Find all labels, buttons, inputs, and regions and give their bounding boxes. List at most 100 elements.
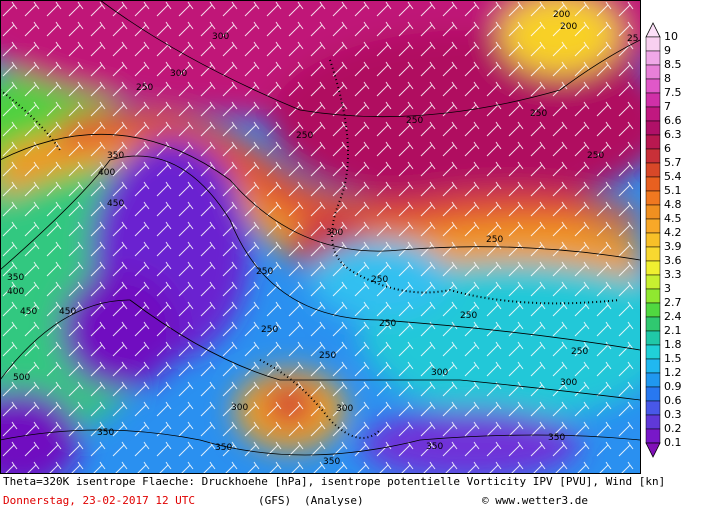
contour-label: 450 xyxy=(107,199,124,209)
legend-swatch xyxy=(645,428,661,444)
contour-label: 200 xyxy=(560,22,577,32)
contour-label: 250 xyxy=(406,116,423,126)
legend-swatch xyxy=(645,232,661,248)
legend-swatch xyxy=(645,190,661,206)
legend-swatch xyxy=(645,288,661,304)
legend-label: 2.1 xyxy=(664,324,682,337)
contour-label: 200 xyxy=(553,10,570,20)
contour-label: 300 xyxy=(170,69,187,79)
contour-label: 250 xyxy=(530,109,547,119)
legend-label: 6 xyxy=(664,142,671,155)
legend-label: 7 xyxy=(664,100,671,113)
legend-swatch xyxy=(645,36,661,52)
contour-label: 350 xyxy=(548,433,565,443)
contour-label: 350 xyxy=(97,428,114,438)
contour-label: 400 xyxy=(7,287,24,297)
footer-run: (Analyse) xyxy=(304,494,364,507)
contour-label: 350 xyxy=(426,442,443,452)
legend-swatch xyxy=(645,176,661,192)
legend-label: 6.6 xyxy=(664,114,682,127)
legend-label: 1.2 xyxy=(664,366,682,379)
contour-label: 250 xyxy=(136,83,153,93)
legend-swatch xyxy=(645,316,661,332)
legend-swatch xyxy=(645,386,661,402)
legend-swatch xyxy=(645,400,661,416)
legend-swatch xyxy=(645,260,661,276)
contour-label: 500 xyxy=(13,373,30,383)
legend-swatch xyxy=(645,120,661,136)
contour-label: 250 xyxy=(261,325,278,335)
legend-label: 10 xyxy=(664,30,678,43)
legend: 1098.587.576.66.365.75.45.14.84.54.23.93… xyxy=(645,22,682,458)
legend-label: 8.5 xyxy=(664,58,682,71)
coastlines xyxy=(0,59,621,439)
legend-label: 0.9 xyxy=(664,380,682,393)
contour-label: 300 xyxy=(326,228,343,238)
contour-label: 300 xyxy=(336,404,353,414)
contours xyxy=(0,0,640,456)
footer-copyright: © www.wetter3.de xyxy=(482,494,588,507)
contour-label: 300 xyxy=(231,403,248,413)
legend-swatch xyxy=(645,372,661,388)
contour-label: 250 xyxy=(571,347,588,357)
contour-label: 300 xyxy=(212,32,229,42)
legend-label: 3 xyxy=(664,282,671,295)
footer-date: Donnerstag, 23-02-2017 12 UTC xyxy=(3,494,195,507)
contour-label: 250 xyxy=(256,267,273,277)
legend-label: 3.9 xyxy=(664,240,682,253)
legend-label: 4.8 xyxy=(664,198,682,211)
contour-label: 300 xyxy=(431,368,448,378)
legend-label: 0.6 xyxy=(664,394,682,407)
footer-description: Theta=320K isentrope Flaeche: Druckhoehe… xyxy=(3,475,665,488)
legend-top-arrow xyxy=(645,22,661,38)
legend-label: 5.7 xyxy=(664,156,682,169)
legend-swatch xyxy=(645,148,661,164)
legend-swatch xyxy=(645,106,661,122)
legend-bottom-arrow xyxy=(645,442,661,458)
legend-label: 2.7 xyxy=(664,296,682,309)
contour-label: 250 xyxy=(371,275,388,285)
contour-label: 350 xyxy=(7,273,24,283)
legend-label: 5.1 xyxy=(664,184,682,197)
legend-label: 5.4 xyxy=(664,170,682,183)
map-frame xyxy=(0,0,641,474)
legend-label: 2.4 xyxy=(664,310,682,323)
legend-label: 9 xyxy=(664,44,671,57)
legend-label: 3.6 xyxy=(664,254,682,267)
legend-swatch xyxy=(645,92,661,108)
legend-label: 7.5 xyxy=(664,86,682,99)
legend-swatch xyxy=(645,218,661,234)
legend-swatch xyxy=(645,358,661,374)
legend-label: 4.2 xyxy=(664,226,682,239)
legend-label: 6.3 xyxy=(664,128,682,141)
contour-label: 250 xyxy=(296,131,313,141)
legend-label: 4.5 xyxy=(664,212,682,225)
legend-swatch xyxy=(645,246,661,262)
legend-swatch xyxy=(645,274,661,290)
contour-label: 350 xyxy=(323,457,340,467)
legend-label: 8 xyxy=(664,72,671,85)
legend-swatch xyxy=(645,414,661,430)
contour-label: 400 xyxy=(98,168,115,178)
legend-label: 1.5 xyxy=(664,352,682,365)
legend-swatch xyxy=(645,204,661,220)
contour-label: 250 xyxy=(460,311,477,321)
footer-model: (GFS) xyxy=(258,494,291,507)
legend-swatch xyxy=(645,162,661,178)
legend-label: 3.3 xyxy=(664,268,682,281)
legend-swatch xyxy=(645,50,661,66)
legend-swatch xyxy=(645,330,661,346)
contour-label: 250 xyxy=(319,351,336,361)
contour-labels: 300 300 250 250 250 250 200 200 250 350 … xyxy=(7,10,638,467)
legend-label: 0.1 xyxy=(664,436,682,449)
contour-label: 250 xyxy=(379,319,396,329)
contour-label: 350 xyxy=(107,151,124,161)
legend-label: 1.8 xyxy=(664,338,682,351)
legend-label: 0.2 xyxy=(664,422,682,435)
contour-label: 350 xyxy=(215,443,232,453)
contour-label: 25 xyxy=(627,34,638,44)
legend-label: 0.3 xyxy=(664,408,682,421)
legend-swatch xyxy=(645,344,661,360)
contour-label: 250 xyxy=(486,235,503,245)
